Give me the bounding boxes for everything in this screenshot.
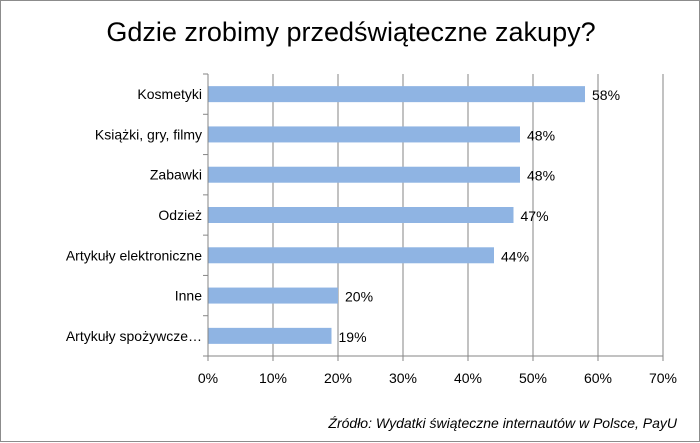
x-tick-label: 70% bbox=[649, 370, 677, 386]
x-tick-label: 40% bbox=[454, 370, 482, 386]
category-label: Odzież bbox=[158, 207, 202, 223]
category-label: Inne bbox=[175, 288, 202, 304]
data-label: 44% bbox=[501, 248, 529, 264]
bar bbox=[208, 126, 520, 143]
bar bbox=[208, 247, 494, 264]
x-tick-label: 60% bbox=[584, 370, 612, 386]
data-label: 58% bbox=[592, 87, 620, 103]
x-tick-label: 10% bbox=[259, 370, 287, 386]
category-label: Zabawki bbox=[150, 167, 202, 183]
source-note: Źródło: Wydatki świąteczne internautów w… bbox=[328, 415, 677, 431]
data-label: 19% bbox=[339, 329, 367, 345]
bar bbox=[208, 207, 514, 223]
bar bbox=[208, 287, 338, 304]
category-label: Książki, gry, filmy bbox=[95, 126, 202, 142]
data-label: 48% bbox=[527, 127, 555, 143]
data-label: 20% bbox=[345, 289, 373, 305]
x-tick-label: 30% bbox=[389, 370, 417, 386]
chart-title: Gdzie zrobimy przedświąteczne zakupy? bbox=[106, 17, 596, 47]
data-label: 48% bbox=[527, 168, 555, 184]
bar bbox=[208, 327, 332, 344]
bar bbox=[208, 86, 585, 103]
bar bbox=[208, 166, 520, 183]
x-tick-label: 20% bbox=[324, 370, 352, 386]
category-label: Kosmetyki bbox=[137, 86, 202, 102]
category-label: Artykuły spożywcze… bbox=[66, 328, 202, 344]
category-label: Artykuły elektroniczne bbox=[66, 247, 202, 263]
data-label: 47% bbox=[521, 208, 549, 224]
x-tick-label: 0% bbox=[198, 370, 218, 386]
x-tick-label: 50% bbox=[519, 370, 547, 386]
